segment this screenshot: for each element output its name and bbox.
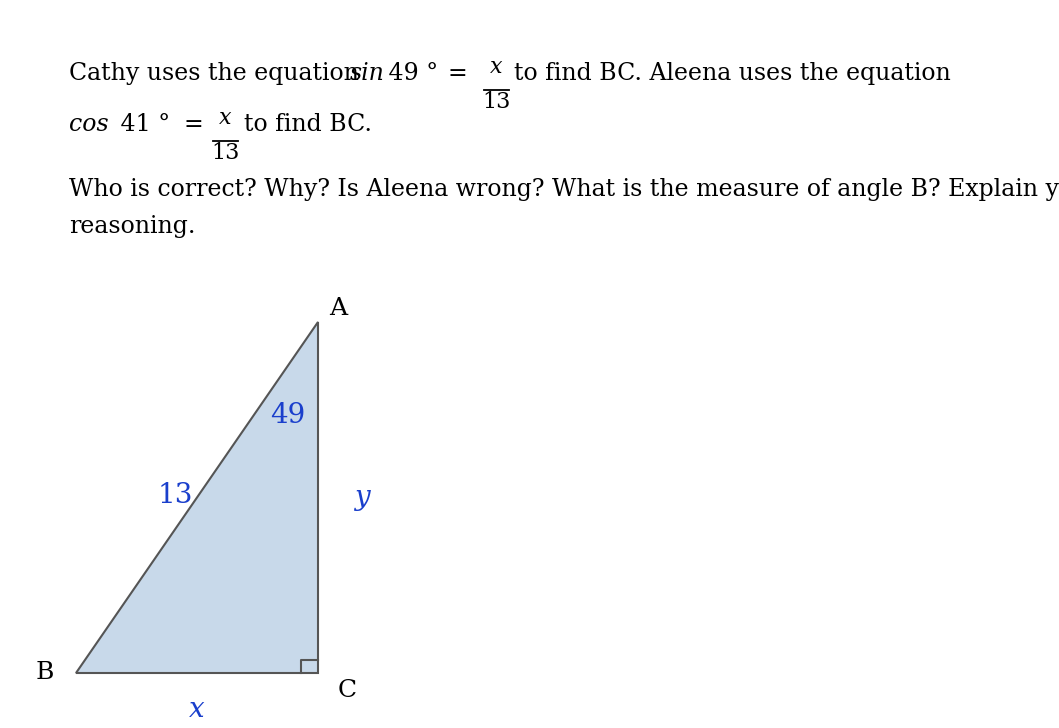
Text: to find BC. Aleena uses the equation: to find BC. Aleena uses the equation: [514, 62, 950, 85]
Text: 13: 13: [212, 142, 239, 164]
Text: x: x: [490, 56, 503, 78]
Text: sin: sin: [349, 62, 384, 85]
Polygon shape: [76, 322, 318, 673]
Text: to find BC.: to find BC.: [244, 113, 372, 136]
Text: B: B: [35, 661, 54, 684]
Text: cos: cos: [69, 113, 108, 136]
Text: y: y: [354, 484, 370, 511]
Text: Cathy uses the equation: Cathy uses the equation: [69, 62, 366, 85]
Text: 41 °: 41 °: [113, 113, 170, 136]
Text: x: x: [190, 696, 204, 723]
Text: =: =: [183, 113, 203, 136]
Text: x: x: [219, 107, 232, 129]
Text: A: A: [329, 297, 347, 320]
Text: =: =: [448, 62, 468, 85]
Text: Who is correct? Why? Is Aleena wrong? What is the measure of angle B? Explain yo: Who is correct? Why? Is Aleena wrong? Wh…: [69, 178, 1059, 202]
Text: C: C: [338, 678, 357, 702]
Text: 13: 13: [157, 482, 193, 509]
Text: reasoning.: reasoning.: [69, 215, 195, 238]
Text: 49 °: 49 °: [381, 62, 438, 85]
Text: 13: 13: [483, 91, 510, 113]
Text: 49: 49: [270, 403, 305, 430]
